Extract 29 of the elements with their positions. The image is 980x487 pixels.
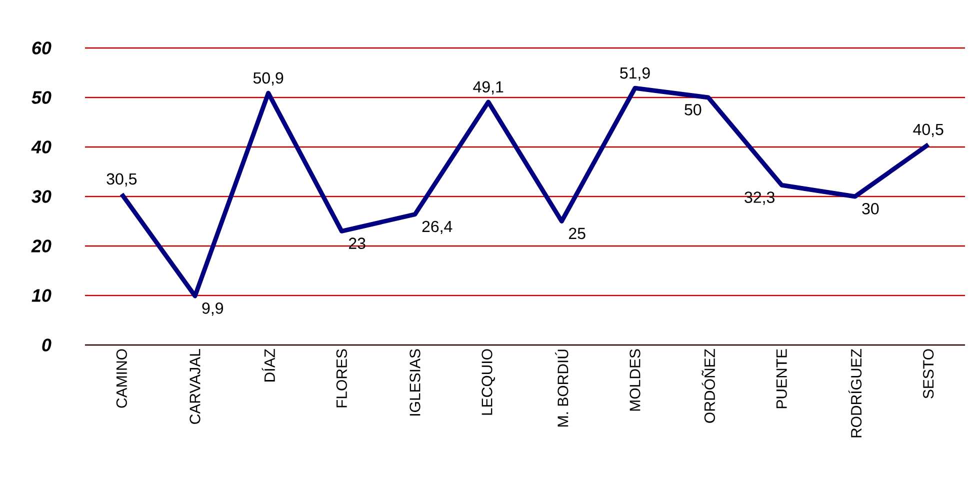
- x-tick-label: DÍAZ: [262, 348, 275, 382]
- x-tick-label: LECQUIO: [482, 349, 495, 415]
- y-tick-label: 60: [32, 42, 52, 54]
- data-label: 9,9: [202, 302, 224, 316]
- x-tick-label: RODRÍGUEZ: [848, 348, 862, 438]
- y-tick-label: 10: [32, 289, 52, 302]
- data-label: 50,9: [253, 72, 284, 86]
- data-label: 51,9: [620, 67, 650, 81]
- data-label: 30,5: [106, 173, 137, 187]
- data-label: 30: [862, 203, 879, 214]
- x-tick-label: ORDÓÑEZ: [702, 348, 715, 423]
- x-tick-label: CAMINO: [116, 349, 127, 408]
- x-tick-label: CARVAJAL: [190, 349, 200, 424]
- data-label: 25: [569, 228, 586, 240]
- x-tick-label: SESTO: [923, 349, 934, 398]
- y-tick-label: 0: [42, 338, 52, 352]
- x-tick-label: M. BORDIÚ: [555, 350, 568, 426]
- y-tick-label: 50: [32, 91, 52, 104]
- y-tick-label: 30: [32, 190, 52, 203]
- data-label: 40,5: [913, 124, 944, 138]
- y-tick-label: 20: [31, 240, 52, 252]
- x-tick-label: FLORES: [336, 349, 347, 408]
- x-tick-label: MOLDES: [630, 349, 640, 411]
- data-label: 49,1: [473, 81, 504, 94]
- x-tick-label: IGLESIAS: [410, 349, 420, 416]
- x-tick-label: PUENTE: [776, 349, 787, 408]
- data-label: 50: [684, 104, 702, 116]
- data-label: 26,4: [422, 220, 452, 234]
- y-tick-label: 40: [31, 140, 52, 154]
